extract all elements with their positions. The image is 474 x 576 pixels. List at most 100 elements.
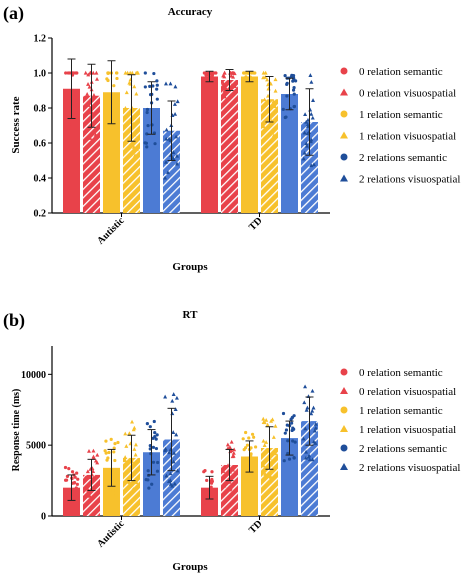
data-point-triangle	[263, 70, 268, 75]
data-point-triangle	[232, 447, 237, 452]
data-point-circle	[76, 477, 80, 481]
data-point-triangle	[304, 407, 309, 412]
data-point-circle	[65, 488, 70, 492]
data-point-circle	[245, 443, 250, 447]
data-point-circle	[113, 458, 117, 463]
data-point-circle	[112, 450, 116, 454]
data-point-triangle	[222, 88, 227, 93]
data-point-circle	[63, 478, 68, 482]
data-point-circle	[287, 457, 292, 461]
data-point-triangle	[311, 162, 316, 167]
data-point-triangle	[310, 457, 315, 462]
data-point-circle	[67, 93, 71, 98]
bar	[281, 94, 298, 213]
data-point-circle	[112, 446, 116, 450]
data-point-circle	[242, 448, 246, 452]
bar	[241, 76, 258, 213]
data-point-triangle	[307, 457, 312, 462]
data-point-circle	[104, 451, 108, 455]
data-point-circle	[106, 139, 110, 144]
panel-b-title: RT	[183, 309, 199, 321]
data-point-circle	[148, 425, 152, 429]
data-point-circle	[285, 81, 289, 85]
data-point-triangle	[273, 423, 278, 428]
data-point-triangle	[85, 469, 90, 474]
y-tick-label: 0	[41, 512, 46, 523]
data-point-triangle	[174, 395, 179, 400]
panel-b-ylabel: Response time (ms)	[11, 389, 22, 472]
data-point-triangle	[123, 431, 128, 436]
bar	[83, 95, 100, 213]
data-point-triangle	[134, 147, 139, 152]
panel-a-title: Accuracy	[168, 6, 213, 18]
y-tick-label: 0.8	[34, 104, 47, 115]
data-point-triangle	[91, 476, 96, 480]
bar	[63, 88, 80, 213]
data-point-triangle	[225, 442, 230, 447]
data-point-triangle	[91, 70, 96, 75]
data-point-triangle	[164, 159, 169, 164]
data-point-triangle	[308, 73, 313, 77]
data-point-triangle	[172, 481, 177, 486]
data-point-triangle	[131, 472, 136, 476]
x-tick-label: TD	[247, 518, 265, 536]
panel-b-label: (b)	[3, 310, 25, 331]
data-point-circle	[152, 71, 156, 76]
data-point-triangle	[265, 422, 270, 427]
bar	[221, 80, 238, 213]
data-point-triangle	[83, 475, 88, 480]
data-point-circle	[111, 488, 115, 493]
data-point-circle	[241, 79, 245, 84]
data-point-circle	[241, 82, 246, 86]
data-point-triangle	[135, 70, 140, 75]
data-point-triangle	[167, 136, 172, 141]
data-point-triangle	[261, 416, 266, 421]
data-point-triangle	[130, 106, 135, 110]
data-point-circle	[106, 489, 110, 493]
data-point-triangle	[231, 450, 236, 455]
data-point-circle	[109, 129, 113, 133]
data-point-circle	[73, 475, 77, 479]
data-point-circle	[66, 107, 70, 111]
data-point-circle	[147, 486, 151, 490]
data-point-triangle	[303, 112, 308, 117]
legend-label: 1 relation visuospatial	[359, 131, 456, 143]
data-point-triangle	[228, 93, 233, 97]
data-point-triangle	[261, 75, 266, 80]
data-point-triangle	[308, 107, 313, 112]
panel-b-xlabel: Groups	[172, 561, 208, 573]
data-point-triangle	[171, 392, 176, 396]
data-point-triangle	[168, 81, 173, 86]
data-point-triangle	[132, 447, 137, 451]
data-point-circle	[247, 477, 251, 482]
data-point-circle	[155, 79, 159, 83]
data-point-circle	[72, 481, 76, 485]
data-point-circle	[143, 85, 147, 89]
data-point-triangle	[262, 443, 267, 447]
data-point-triangle	[230, 83, 235, 88]
data-point-circle	[244, 430, 248, 435]
data-point-triangle	[223, 86, 228, 90]
data-point-circle	[109, 437, 113, 441]
data-point-triangle	[123, 105, 128, 110]
bar	[163, 130, 180, 213]
legend-label: 0 relation semantic	[359, 66, 443, 78]
data-point-circle	[151, 84, 155, 88]
data-point-triangle	[84, 128, 89, 133]
data-point-circle	[241, 479, 246, 483]
legend-label: 0 relation semantic	[359, 367, 443, 379]
data-point-triangle	[83, 70, 88, 75]
data-point-triangle	[303, 426, 308, 431]
data-point-triangle	[134, 480, 139, 485]
data-point-triangle	[221, 81, 226, 86]
data-point-triangle	[88, 136, 93, 140]
data-point-circle	[252, 435, 256, 439]
data-point-triangle	[171, 430, 176, 434]
data-point-circle	[103, 449, 107, 453]
data-point-triangle	[130, 70, 135, 75]
data-point-triangle	[168, 481, 173, 486]
data-point-triangle	[135, 458, 140, 463]
legend-marker-circle	[340, 153, 348, 161]
data-point-circle	[292, 92, 296, 96]
